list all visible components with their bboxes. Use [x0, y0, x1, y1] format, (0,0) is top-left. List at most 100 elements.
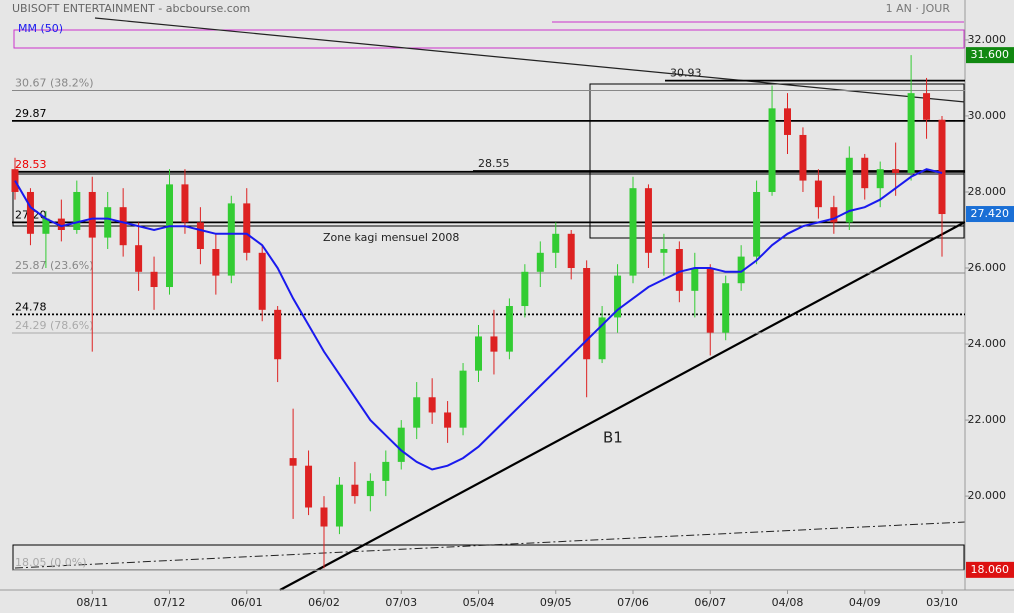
y-tick-label: 24.000 — [968, 337, 1007, 350]
candle-body — [644, 188, 652, 253]
chart-title: UBISOFT ENTERTAINMENT - abcbourse.com — [12, 2, 250, 15]
candle-body — [660, 249, 668, 253]
x-tick-label: 09/05 — [540, 596, 572, 609]
candle-body — [907, 93, 915, 173]
candle-body — [923, 93, 931, 120]
candle-body — [475, 336, 482, 371]
annotation: Zone kagi mensuel 2008 — [323, 231, 459, 244]
x-tick-label: 08/11 — [76, 596, 108, 609]
legend-entry: MM (50) — [18, 22, 63, 35]
candle-body — [104, 207, 112, 238]
candle-body — [845, 157, 853, 223]
candle-body — [119, 207, 127, 246]
candle-body — [799, 134, 807, 181]
candle-body — [196, 222, 204, 250]
candle-body — [521, 271, 529, 307]
y-tick-label: 28.000 — [968, 185, 1007, 198]
candle-body — [444, 412, 452, 428]
candle-body — [459, 370, 467, 428]
candle-body — [722, 283, 730, 333]
candle-body — [784, 108, 791, 135]
level-label: 28.53 — [15, 158, 47, 171]
candle-body — [397, 427, 405, 462]
box-level-label: 30.93 — [670, 67, 702, 80]
candle-body — [289, 458, 297, 466]
candle-body — [57, 218, 65, 230]
price-tag-label: 18.060 — [971, 563, 1010, 576]
candle-body — [876, 169, 884, 189]
x-tick-label: 06/02 — [308, 596, 340, 609]
candle-body — [830, 207, 838, 223]
x-tick-label: 04/08 — [772, 596, 804, 609]
x-tick-label: 07/06 — [617, 596, 649, 609]
up-trendline — [279, 221, 966, 591]
candle-body — [706, 268, 714, 333]
candle-body — [814, 180, 822, 208]
candle-body — [614, 275, 622, 318]
candle-body — [366, 480, 374, 497]
candle-body — [861, 157, 869, 189]
candle-body — [166, 184, 173, 288]
candle-body — [691, 268, 699, 291]
candle-body — [181, 184, 189, 223]
box-level-label: 28.55 — [478, 157, 510, 170]
y-tick-label: 32.000 — [968, 33, 1007, 46]
ma-line — [14, 168, 943, 471]
level-label: 30.67 (38.2%) — [15, 76, 94, 89]
y-tick-label: 26.000 — [968, 261, 1007, 274]
candle-body — [88, 191, 96, 238]
candle-body — [42, 218, 50, 234]
x-tick-label: 05/04 — [463, 596, 495, 609]
level-label: 18.05 (0.0%) — [15, 556, 87, 569]
candle-body — [768, 108, 776, 192]
x-tick-label: 06/01 — [231, 596, 263, 609]
candle-body — [598, 317, 606, 360]
price-tag — [966, 47, 1014, 64]
ma-frame — [13, 29, 965, 49]
x-tick-label: 06/07 — [694, 596, 726, 609]
candle-body — [505, 306, 513, 352]
channel-line — [14, 521, 966, 569]
x-tick-label: 04/09 — [849, 596, 881, 609]
candle-body — [243, 203, 251, 253]
candle-body — [753, 191, 761, 257]
price-tag — [966, 206, 1014, 223]
candle-body — [305, 465, 313, 508]
candle-body — [552, 233, 560, 253]
down-trendline — [94, 17, 966, 103]
candle-body — [26, 191, 34, 234]
candle-body — [629, 188, 637, 276]
price-tag — [966, 561, 1014, 578]
candle-body — [567, 233, 575, 269]
x-tick-label: 07/12 — [154, 596, 186, 609]
level-label: 24.29 (78.6%) — [15, 319, 94, 332]
candle-body — [892, 169, 900, 173]
candle-body — [212, 249, 220, 276]
candle-body — [351, 484, 359, 497]
price-tag-label: 27.420 — [971, 207, 1010, 220]
candle-body — [413, 397, 421, 428]
candle-body — [135, 245, 143, 272]
level-label: 29.87 — [15, 107, 47, 120]
period-label: 1 AN · JOUR — [886, 2, 951, 15]
candle-body — [335, 484, 343, 527]
x-tick-label: 07/03 — [385, 596, 417, 609]
candle-body — [274, 309, 282, 360]
kagi-zone — [12, 173, 965, 227]
candle-body — [150, 271, 158, 288]
candle-body — [938, 119, 946, 215]
y-tick-label: 20.000 — [968, 489, 1007, 502]
candle-body — [258, 252, 266, 310]
level-label: 25.87 (23.6%) — [15, 259, 94, 272]
candle-body — [320, 507, 328, 527]
y-tick-label: 22.000 — [968, 413, 1007, 426]
x-tick-label: 03/10 — [926, 596, 958, 609]
candle-body — [737, 256, 745, 284]
candle-body — [583, 268, 591, 360]
annotation: B1 — [603, 429, 623, 447]
y-tick-label: 30.000 — [968, 109, 1007, 122]
candle-body — [382, 461, 390, 481]
price-tag-label: 31.600 — [971, 48, 1010, 61]
candle-body — [227, 203, 235, 276]
